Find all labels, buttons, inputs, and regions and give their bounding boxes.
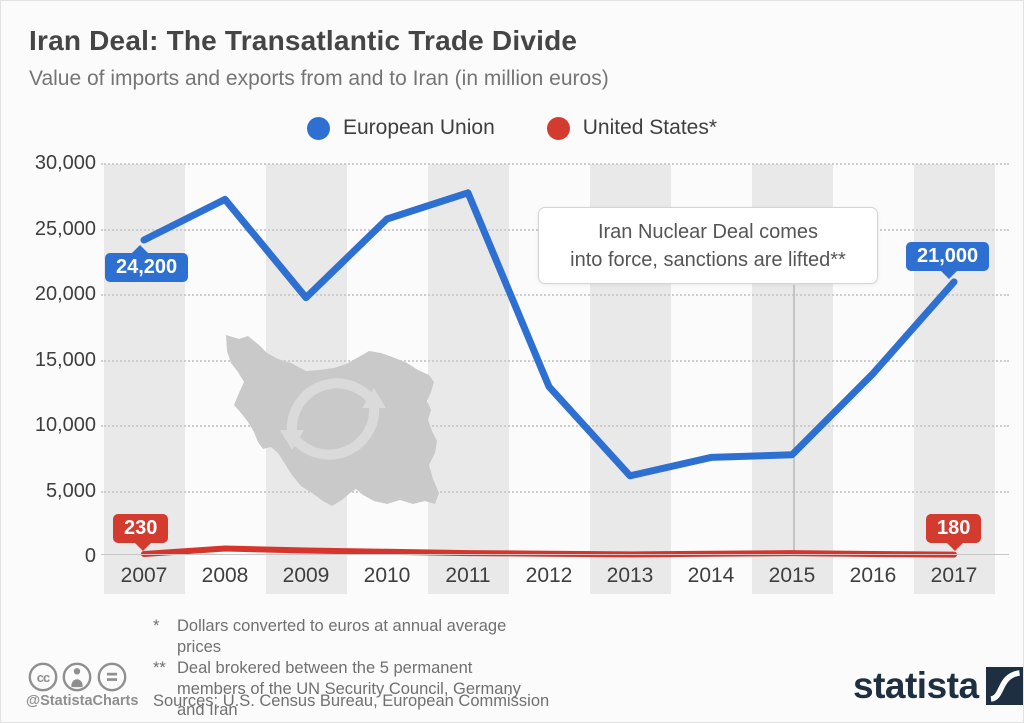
x-axis-label: 2010 xyxy=(363,564,411,587)
equals-bar-bottom xyxy=(107,678,117,681)
eu-2017-value: 21,000 xyxy=(917,245,979,267)
annotation-line-1: Iran Nuclear Deal comes xyxy=(597,221,819,243)
eu-2007-value-callout: 24,200 xyxy=(105,245,189,282)
annotation-box: Iran Nuclear Deal comes into force, sanc… xyxy=(538,207,878,284)
eu-2017-value-callout: 21,000 xyxy=(906,242,990,279)
page-title: Iran Deal: The Transatlantic Trade Divid… xyxy=(29,25,578,56)
y-axis-label: 0 xyxy=(84,545,96,567)
callout-pointer xyxy=(134,542,152,560)
annotation-line-2: into force, sanctions are lifted** xyxy=(570,249,846,271)
x-axis-label: 2013 xyxy=(606,564,654,587)
callout-pointer xyxy=(131,236,149,254)
x-axis-label: 2007 xyxy=(120,564,168,587)
x-axis-line xyxy=(101,554,1009,555)
eu-legend-label: European Union xyxy=(342,116,495,139)
us-legend-label: United States* xyxy=(582,116,718,139)
callout-pointer xyxy=(946,542,964,560)
x-axis-label: 2017 xyxy=(930,564,978,587)
y-axis-label: 10,000 xyxy=(34,414,96,436)
us-legend-dot-icon xyxy=(546,116,570,140)
legend-item-european-union: European Union xyxy=(306,116,495,140)
footnote-2-text: Deal brokered between the 5 permanent me… xyxy=(177,659,521,719)
footnote-1: * Dollars converted to euros at annual a… xyxy=(153,616,545,658)
gridline-10000 xyxy=(101,425,1009,427)
x-axis-label: 2012 xyxy=(525,564,573,587)
sources-line: Sources: U.S. Census Bureau, European Co… xyxy=(153,692,550,710)
person-head xyxy=(73,668,81,675)
legend-item-united-states: United States* xyxy=(546,116,718,140)
callout-pointer xyxy=(940,270,958,288)
statista-logo-mark xyxy=(985,667,1023,705)
y-axis-label: 5,000 xyxy=(45,479,96,502)
gridline-20000 xyxy=(101,294,1009,296)
x-axis-label: 2014 xyxy=(687,564,735,587)
y-axis-label: 25,000 xyxy=(34,217,96,240)
footnotes: * Dollars converted to euros at annual a… xyxy=(153,616,545,721)
no-derivatives-icon xyxy=(97,662,127,692)
us-2007-value: 230 xyxy=(124,517,158,539)
y-axis-label: 20,000 xyxy=(34,283,96,305)
eu-2007-value: 24,200 xyxy=(116,256,178,278)
page-subtitle: Value of imports and exports from and to… xyxy=(29,67,609,90)
cc-icon xyxy=(28,662,58,692)
equals-bar-top xyxy=(107,672,117,676)
y-axis-label: 30,000 xyxy=(34,152,96,174)
eu-legend-dot-icon xyxy=(306,116,330,140)
x-axis-label: 2011 xyxy=(445,564,491,587)
statista-logo-text: statista xyxy=(853,665,979,706)
footnote-2: ** Deal brokered between the 5 permanent… xyxy=(153,658,545,721)
us-2017-value: 180 xyxy=(937,517,971,539)
statista-charts-handle: @StatistaCharts xyxy=(26,693,139,709)
person-body xyxy=(71,679,83,688)
x-axis-label: 2008 xyxy=(201,564,249,587)
attribution-icon xyxy=(62,662,92,692)
footnote-2-marker: ** xyxy=(153,659,166,677)
x-axis-label: 2015 xyxy=(768,564,816,587)
x-axis-label: 2016 xyxy=(849,564,897,587)
x-axis-label: 2009 xyxy=(282,564,330,587)
y-axis-label: 15,000 xyxy=(34,348,96,371)
legend: European Union United States* xyxy=(1,116,1023,140)
us-2007-value-callout: 230 xyxy=(113,514,169,551)
gridline-5000 xyxy=(101,490,1009,493)
footnote-1-text: Dollars converted to euros at annual ave… xyxy=(177,617,507,656)
us-2017-value-callout: 180 xyxy=(926,514,982,551)
cc-glyph: cc xyxy=(37,670,50,685)
gridline-15000 xyxy=(101,359,1009,362)
cc-license-icons: cc xyxy=(26,660,128,699)
statista-logo: statista xyxy=(853,665,1023,707)
footnote-1-marker: * xyxy=(153,617,160,635)
gridline-30000 xyxy=(101,163,1009,165)
